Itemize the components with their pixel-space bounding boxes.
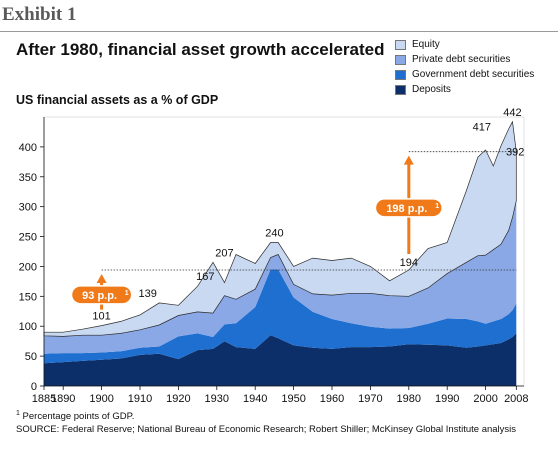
x-tick-label: 1910	[128, 393, 152, 405]
legend-label-government-debt: Government debt securities	[412, 69, 535, 80]
legend-label-deposits: Deposits	[412, 84, 451, 95]
growth-pill	[70, 285, 133, 305]
x-tick-label: 1930	[205, 393, 229, 405]
total-label: 392	[506, 147, 524, 159]
growth-pill-superscript: 1	[125, 290, 129, 297]
x-tick-label: 1980	[397, 393, 421, 405]
y-tick-label: 100	[19, 321, 37, 333]
growth-pill-superscript: 1	[435, 203, 439, 210]
legend-label-private-debt: Private debt securities	[412, 54, 511, 65]
legend-swatch-deposits	[395, 85, 406, 95]
y-tick-label: 200	[19, 261, 37, 273]
x-tick-label: 1990	[435, 393, 459, 405]
x-tick-label: 1940	[243, 393, 267, 405]
header-divider	[0, 31, 558, 32]
x-tick-label: 1900	[89, 393, 113, 405]
legend-item-private-debt: Private debt securities	[395, 54, 534, 69]
x-tick-label: 1885	[32, 393, 56, 405]
y-tick-label: 250	[19, 232, 37, 244]
x-tick-label: 1950	[281, 393, 305, 405]
footnote: 1 Percentage points of GDP.	[16, 410, 134, 422]
source-note: SOURCE: Federal Reserve; National Bureau…	[16, 424, 517, 435]
y-tick-label: 150	[19, 291, 37, 303]
total-label: 194	[400, 257, 418, 269]
legend-item-equity: Equity	[395, 39, 534, 54]
growth-pill	[374, 198, 443, 218]
y-tick-label: 350	[19, 172, 37, 184]
footnote-text: Percentage points of GDP.	[22, 411, 135, 423]
exhibit-label: Exhibit 1	[2, 4, 77, 25]
legend-swatch-private-debt	[395, 55, 406, 65]
y-tick-label: 400	[19, 142, 37, 154]
chart-subtitle: US financial assets as a % of GDP	[16, 93, 219, 107]
legend-swatch-government-debt	[395, 70, 406, 80]
footnote-mark: 1	[16, 410, 20, 417]
y-tick-label: 0	[31, 381, 37, 393]
legend: Equity Private debt securities Governmen…	[395, 39, 534, 99]
legend-item-government-debt: Government debt securities	[395, 69, 534, 84]
total-label: 207	[215, 247, 233, 259]
x-tick-label: 1960	[320, 393, 344, 405]
x-tick-label: 1890	[51, 393, 75, 405]
total-label: 240	[265, 228, 283, 240]
x-tick-label: 1970	[358, 393, 382, 405]
total-label: 167	[196, 271, 214, 283]
legend-item-deposits: Deposits	[395, 84, 534, 99]
x-tick-label: 2008	[504, 393, 528, 405]
total-label: 417	[473, 122, 491, 134]
chart-title: After 1980, financial asset growth accel…	[16, 40, 385, 59]
total-label: 442	[503, 107, 521, 119]
total-label: 101	[92, 311, 110, 323]
growth-arrow-head	[96, 274, 107, 284]
legend-swatch-equity	[395, 40, 406, 50]
area-equity	[43, 120, 517, 337]
growth-pill-label: 198 p.p.	[386, 203, 427, 215]
area-government-debt	[44, 269, 517, 364]
x-tick-label: 2000	[473, 393, 497, 405]
x-tick-label: 1920	[166, 393, 190, 405]
y-tick-label: 300	[19, 202, 37, 214]
total-label: 139	[139, 288, 157, 300]
area-deposits	[44, 333, 517, 386]
area-private-debt	[44, 200, 517, 354]
growth-pill-label: 93 p.p.	[82, 290, 117, 302]
legend-label-equity: Equity	[412, 39, 440, 50]
y-tick-label: 50	[25, 351, 37, 363]
growth-arrow-head	[403, 155, 414, 165]
